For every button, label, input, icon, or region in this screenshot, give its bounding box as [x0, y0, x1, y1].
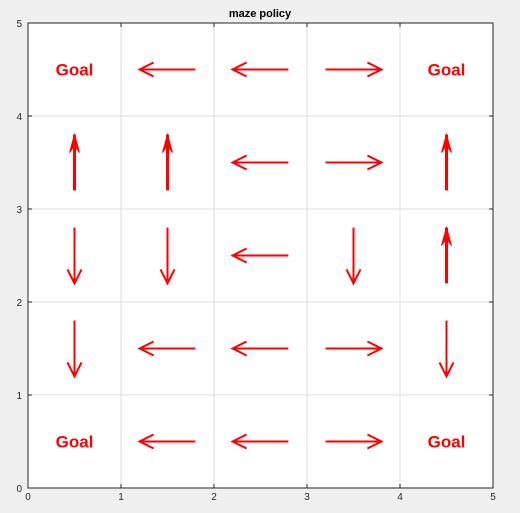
policy-arrow-left: [230, 247, 289, 264]
y-tick-label: 5: [16, 19, 22, 30]
grid-lines: [28, 23, 493, 488]
policy-arrow-left: [137, 433, 196, 450]
axes-box: [27, 22, 494, 489]
y-tick-label: 1: [16, 391, 22, 402]
policy-arrow-left: [137, 340, 196, 357]
x-tick-label: 5: [490, 492, 496, 503]
policy-arrow-up: [69, 132, 80, 191]
policy-arrow-left: [230, 433, 289, 450]
policy-arrow-up: [441, 225, 452, 284]
x-tick-label: 0: [25, 492, 31, 503]
goal-label: Goal: [428, 433, 466, 452]
goal-label: Goal: [56, 61, 94, 80]
policy-arrow-left: [230, 61, 289, 78]
y-tick-label: 0: [16, 484, 22, 495]
policy-arrow-down: [345, 227, 362, 286]
y-tick-label: 4: [16, 112, 22, 123]
policy-arrow-down: [66, 227, 83, 286]
policy-arrow-right: [325, 433, 384, 450]
chart-title: maze policy: [229, 8, 292, 20]
policy-arrow-left: [230, 340, 289, 357]
policy-arrow-right: [325, 61, 384, 78]
policy-arrow-left: [137, 61, 196, 78]
y-tick-label: 3: [16, 205, 22, 216]
policy-arrow-right: [325, 154, 384, 171]
policy-arrow-right: [325, 340, 384, 357]
policy-arrow-down: [159, 227, 176, 286]
policy-arrow-up: [162, 132, 173, 191]
axes: 0 1 2 3 4 5 0 1 2 3 4 5: [16, 19, 496, 503]
x-tick-label: 3: [304, 492, 310, 503]
policy-arrow-left: [230, 154, 289, 171]
y-tick-label: 2: [16, 298, 22, 309]
x-tick-label: 2: [211, 492, 217, 503]
policy-marks: Goal Goal Goal Goal: [56, 61, 466, 452]
x-tick-label: 1: [118, 492, 124, 503]
policy-arrow-down: [66, 320, 83, 379]
goal-label: Goal: [428, 61, 466, 80]
x-tick-label: 4: [397, 492, 403, 503]
policy-arrow-down: [438, 320, 455, 379]
policy-arrow-up: [441, 132, 452, 191]
goal-label: Goal: [56, 433, 94, 452]
